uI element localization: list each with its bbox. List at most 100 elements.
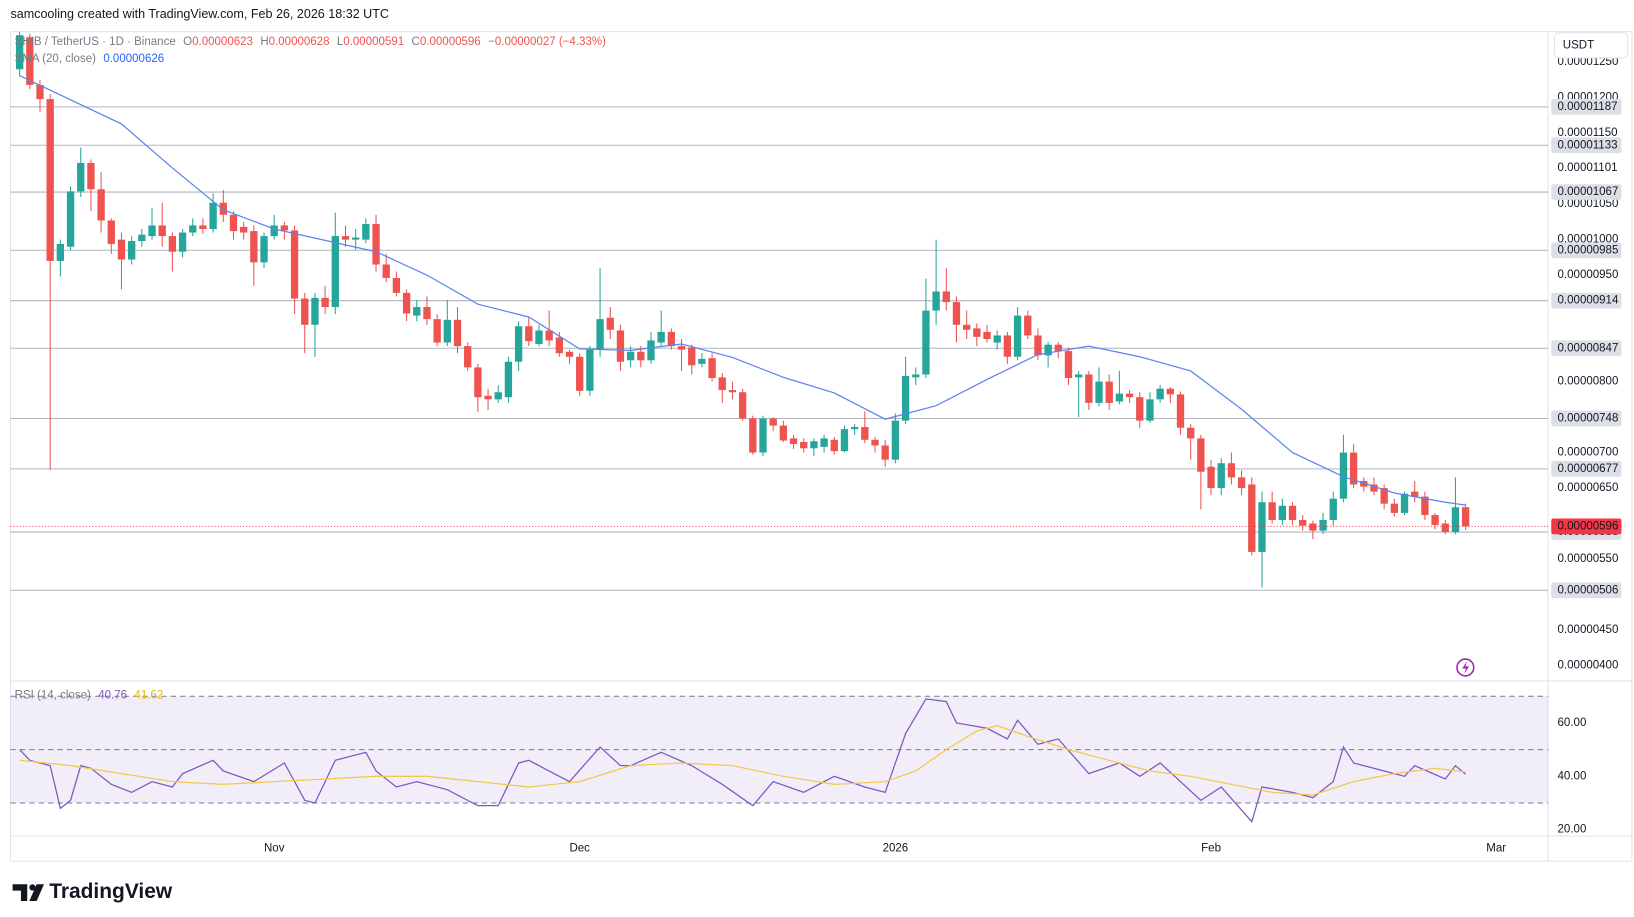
candle-body [1278, 505, 1286, 520]
candle-body [962, 324, 971, 330]
candle-body [891, 420, 900, 460]
candle-body [565, 351, 574, 357]
sma-legend: SMA (20, close) 0.00000626 [15, 53, 165, 65]
currency-button[interactable] [1553, 32, 1629, 59]
candle-body [708, 358, 716, 379]
candle-body [1268, 502, 1276, 520]
change: −0.00000027 (−4.33%) [488, 36, 606, 48]
candle-body [789, 438, 798, 445]
ohlc-key: L [337, 36, 344, 48]
candle-body [1105, 381, 1113, 403]
candle-body [1299, 519, 1307, 526]
candle-body [474, 367, 482, 398]
candle-body [840, 429, 849, 452]
candle-body [46, 99, 54, 261]
x-tick-label: Mar [1486, 843, 1506, 855]
candle-body [759, 418, 767, 453]
candle-body [372, 224, 380, 265]
currency[interactable]: USDT [1563, 39, 1594, 51]
candle-body [606, 317, 614, 330]
candle-body [1370, 484, 1378, 492]
candle-body [66, 191, 75, 247]
candle-body [56, 243, 65, 261]
rsi-legend: RSI (14, close) 40.76 41.62 [15, 690, 164, 702]
ohlc-value: 0.00000628 [269, 36, 330, 48]
candle-body [413, 307, 421, 316]
candle-body [1095, 381, 1103, 403]
candle-body [1390, 503, 1399, 513]
y-tick-label: 0.00001101 [1558, 162, 1618, 174]
candle-body [362, 224, 370, 240]
y-tick-label: 0.00000800 [1558, 376, 1619, 388]
candle-body [127, 241, 136, 260]
level-label-box [1551, 99, 1622, 115]
candle-body [341, 236, 350, 240]
candle-body [1197, 438, 1205, 472]
alert-icon[interactable] [1456, 658, 1475, 677]
candle-body [280, 225, 289, 231]
sma-value: 0.00000626 [103, 53, 164, 65]
candle-body [1258, 502, 1266, 552]
candle-body [1461, 507, 1470, 527]
rsi-tick-label: 40.00 [1558, 770, 1587, 782]
level-label-box [1551, 340, 1622, 357]
candle-body [514, 326, 523, 362]
level-label-box [1551, 461, 1622, 477]
candle-body [1187, 427, 1195, 439]
candle-body [1309, 523, 1317, 531]
candle-body [1176, 394, 1185, 428]
y-tick-label: 0.00000700 [1558, 447, 1619, 459]
candle-body [586, 349, 594, 391]
level-label: 0.00000677 [1558, 463, 1619, 475]
candle-body [1024, 315, 1032, 336]
candle-body [1166, 388, 1174, 395]
alert-bolt[interactable] [1462, 661, 1470, 674]
candle-body [1044, 344, 1052, 356]
candle-body [199, 225, 207, 229]
ohlc-key: H [260, 36, 268, 48]
credit: samcooling created with TradingView.com,… [10, 7, 388, 21]
candle-body [290, 230, 299, 299]
candle-body [800, 441, 808, 449]
candle-body [932, 291, 940, 311]
ohlc-value: 0.00000623 [192, 36, 253, 48]
candle-body [1064, 351, 1073, 379]
candle-body [1441, 523, 1449, 533]
candle-body [107, 220, 115, 244]
candle-body [922, 310, 930, 375]
candle-body [1085, 374, 1093, 403]
candle-body [1421, 496, 1429, 516]
candle-body [423, 307, 431, 320]
rsi-line [19, 698, 1467, 823]
candle-body [1431, 515, 1439, 525]
candle-body [576, 356, 584, 391]
candle-body [901, 375, 910, 421]
candle-body [973, 328, 981, 337]
level-label: 0.00000847 [1558, 342, 1619, 354]
sma-name: SMA (20, close) [15, 53, 96, 65]
plot-area: 0.000012500.000012000.000011810.00001150… [10, 31, 1622, 855]
x-tick-label: Dec [569, 843, 590, 855]
candle-body [728, 390, 737, 393]
candle-body [850, 427, 859, 430]
candle-body [15, 35, 24, 70]
level-label: 0.00000748 [1558, 413, 1619, 425]
level-label: 0.00001133 [1558, 139, 1618, 151]
ohlc-value: 0.00000596 [420, 36, 481, 48]
logo-part [29, 884, 44, 902]
candle-body [77, 162, 85, 192]
candle-body [738, 392, 747, 419]
logo-part [29, 884, 36, 891]
candle-body [677, 346, 686, 350]
candle-body [596, 319, 604, 350]
candle-body [1288, 505, 1297, 520]
y-tick-label: 0.00000650 [1558, 482, 1619, 494]
x-tick-label: Nov [264, 843, 285, 855]
candle-body [189, 225, 197, 233]
y-tick-label: 0.00000950 [1558, 269, 1619, 281]
candle-body [616, 330, 625, 362]
candle-body [331, 236, 339, 308]
candle-body [464, 346, 472, 368]
